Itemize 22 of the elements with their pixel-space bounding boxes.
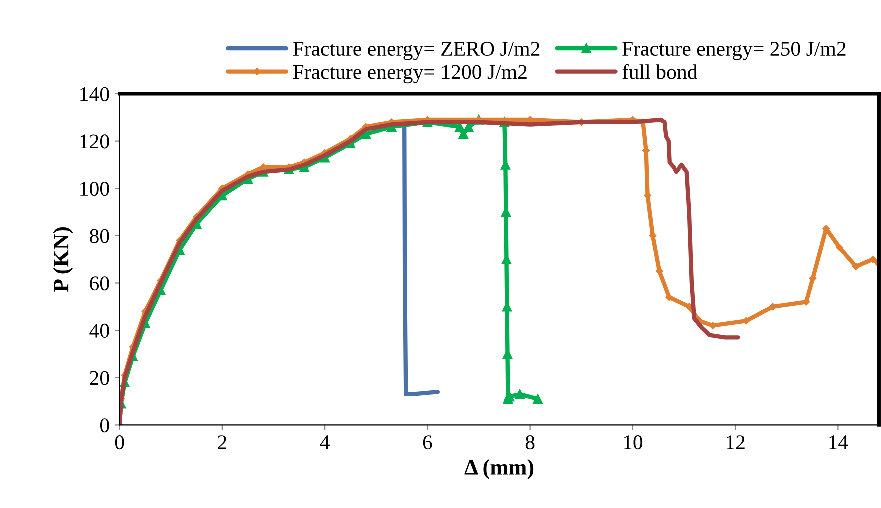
y-tick-label: 20 <box>90 371 110 386</box>
y-tick-label: 140 <box>80 87 110 102</box>
x-tick-label: 10 <box>624 436 643 450</box>
x-tick-label: 14 <box>830 436 848 450</box>
x-tick-label: 8 <box>526 436 535 450</box>
y-tick-label: 60 <box>90 276 110 291</box>
legend-label: full bond <box>622 64 698 80</box>
y-tick-label: 0 <box>100 418 110 433</box>
y-axis-title: P (KN) <box>53 228 74 292</box>
y-tick-label: 40 <box>90 324 110 338</box>
y-tick-label: 80 <box>90 229 110 244</box>
x-tick-label: 12 <box>726 436 745 450</box>
y-tick-label: 100 <box>80 182 110 196</box>
x-tick-label: 6 <box>423 436 432 450</box>
legend-label: Fracture energy= 1200 J/m2 <box>293 65 527 84</box>
legend-label: Fracture energy= 250 J/m2 <box>622 42 846 60</box>
x-tick-label: 2 <box>218 436 226 450</box>
x-tick-label: 0 <box>115 436 124 450</box>
y-tick-label: 120 <box>80 134 110 149</box>
x-axis-title: Δ (mm) <box>464 459 534 480</box>
x-tick-label: 4 <box>320 436 330 450</box>
legend-label: Fracture energy= ZERO J/m2 <box>293 42 540 60</box>
